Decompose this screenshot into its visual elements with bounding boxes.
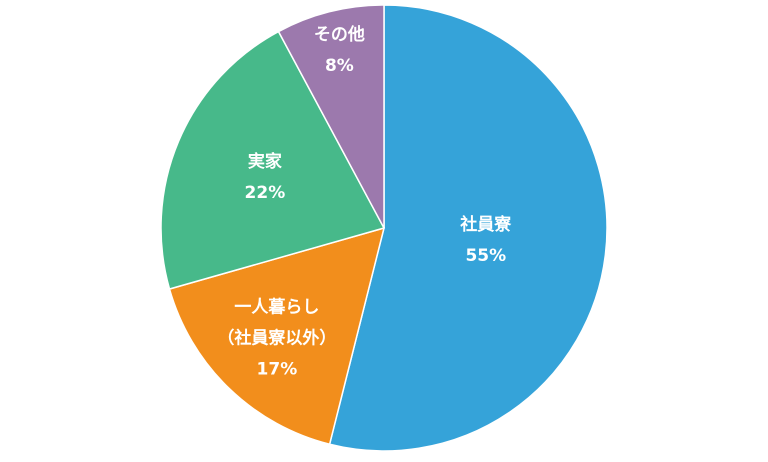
- label-line: （社員寮以外）: [217, 327, 336, 348]
- pie-slice: [160, 30, 386, 290]
- label-line: その他: [314, 24, 365, 45]
- label-line: 社員寮: [459, 214, 511, 235]
- value-label: 17%: [257, 359, 298, 379]
- slice-label: その他: [314, 24, 365, 45]
- value-label: 22%: [245, 183, 286, 203]
- pie-slice: [168, 226, 386, 446]
- pie-slice: [277, 4, 385, 229]
- slice-label: 社員寮: [459, 214, 511, 235]
- label-line: 実家: [248, 151, 282, 172]
- slice-label: 実家: [248, 151, 282, 172]
- value-label: 55%: [465, 246, 506, 266]
- slice-label: 一人暮らし （社員寮以外）: [217, 296, 336, 348]
- label-line: 一人暮らし: [234, 296, 319, 317]
- value-label: 8%: [325, 56, 354, 76]
- pie-slice: [328, 4, 608, 452]
